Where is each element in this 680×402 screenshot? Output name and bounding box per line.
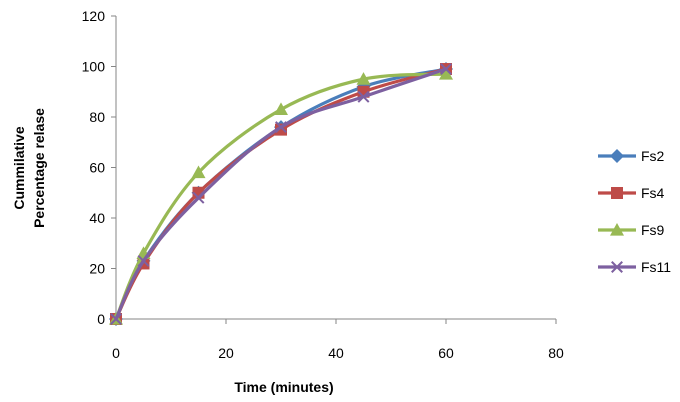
series-fs9 (109, 67, 453, 325)
x-marker (137, 254, 150, 267)
y-tick-label: 60 (89, 160, 105, 176)
y-tick-label: 0 (97, 311, 105, 327)
series-fs11 (110, 63, 452, 325)
square-marker (611, 187, 623, 199)
x-marker (357, 90, 370, 103)
x-axis-title: Time (minutes) (234, 379, 333, 395)
x-marker-stroke (110, 313, 122, 325)
x-tick-label: 80 (548, 345, 564, 361)
y-tick-label: 40 (89, 210, 105, 226)
y-axis-ticks: 0 20 40 60 80 100 120 (82, 8, 116, 327)
triangle-marker (356, 72, 371, 85)
legend-label: Fs9 (641, 222, 665, 238)
legend-label: Fs4 (641, 185, 665, 201)
legend-item-fs9: Fs9 (598, 222, 665, 238)
x-tick-label: 60 (438, 345, 454, 361)
legend: Fs2 Fs4 Fs9 Fs11 (598, 148, 671, 275)
legend-label: Fs11 (641, 259, 671, 275)
x-axis-ticks: 0 20 40 60 80 (112, 319, 564, 361)
triangle-marker (191, 165, 206, 179)
x-tick-label: 40 (328, 345, 344, 361)
plot-series (109, 62, 453, 326)
x-marker-stroke (275, 121, 287, 134)
triangle-marker (439, 67, 453, 80)
x-tick-label: 0 (112, 345, 120, 361)
series-fs2 (109, 62, 453, 326)
x-marker-stroke (611, 261, 623, 273)
y-tick-label: 120 (82, 8, 106, 24)
legend-item-fs2: Fs2 (598, 148, 665, 164)
x-marker-stroke (137, 254, 150, 267)
x-tick-label: 20 (218, 345, 234, 361)
y-tick-label: 100 (82, 59, 106, 75)
y-axis-title-line-1: Cummilative (11, 126, 27, 209)
x-marker (110, 313, 122, 325)
diamond-marker (610, 149, 624, 163)
y-tick-label: 20 (89, 261, 105, 277)
legend-item-fs4: Fs4 (598, 185, 665, 201)
axes: 0 20 40 60 80 100 120 0 20 40 60 80 (82, 8, 564, 361)
x-marker (275, 121, 287, 134)
legend-item-fs11: Fs11 (598, 259, 671, 275)
x-marker-stroke (440, 63, 452, 75)
triangle-marker (274, 102, 288, 116)
x-marker (440, 63, 452, 75)
x-marker (611, 261, 623, 273)
series-fs4 (110, 63, 452, 325)
legend-label: Fs2 (641, 148, 665, 164)
x-marker-stroke (357, 90, 370, 103)
y-axis-title: Cummilative Percentage relase (11, 108, 47, 228)
y-tick-label: 80 (89, 109, 105, 125)
x-marker-stroke (192, 191, 205, 204)
triangle-marker (610, 223, 624, 236)
y-axis-title-line-2: Percentage relase (31, 108, 47, 228)
x-marker (192, 191, 205, 204)
